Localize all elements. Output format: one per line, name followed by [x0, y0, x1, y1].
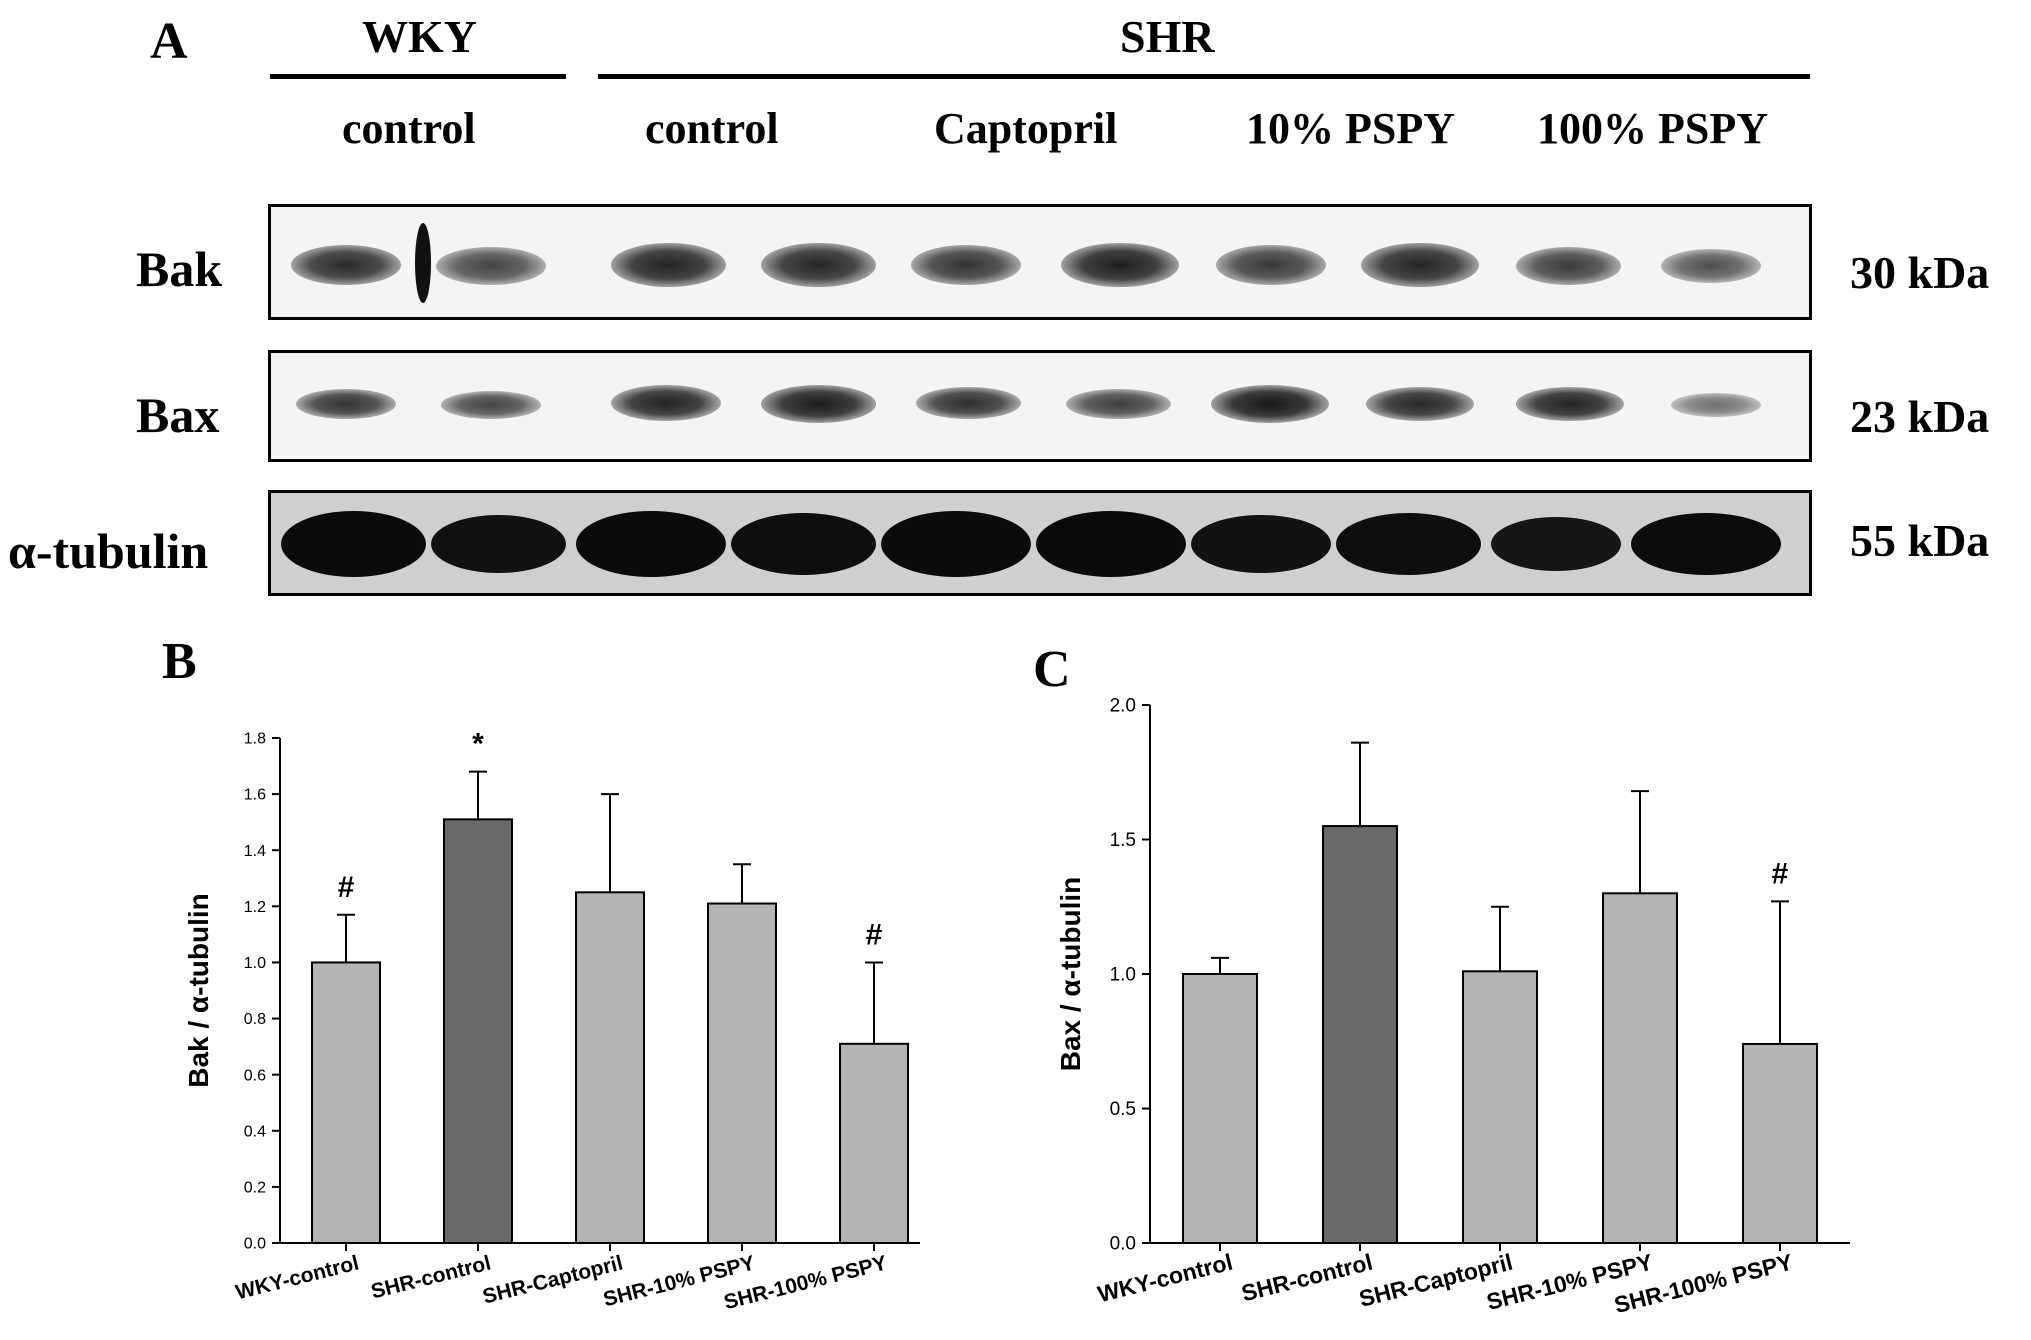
significance-marker: #: [338, 871, 355, 904]
condition-label-captopril: Captopril: [934, 104, 1118, 153]
blot-band: [436, 247, 546, 285]
blot-band: [1361, 243, 1479, 287]
blot-band: [1516, 387, 1624, 421]
y-tick-label: 0.2: [244, 1179, 266, 1196]
blot-band: [611, 385, 721, 421]
significance-marker: *: [472, 728, 484, 761]
blot-band: [916, 387, 1021, 419]
bar: [443, 818, 513, 1244]
blot-band: [911, 245, 1021, 285]
x-category-label: WKY-control: [233, 1252, 361, 1305]
blot-band: [281, 511, 426, 577]
y-tick-label: 2.0: [1110, 696, 1136, 717]
blot-size-bak: 30 kDa: [1850, 247, 1990, 298]
group-line-shr: [598, 74, 1810, 79]
bar: [1742, 1042, 1818, 1244]
y-tick-label: 0.4: [244, 1123, 266, 1140]
significance-marker: #: [1772, 857, 1789, 890]
blot-tubulin: [268, 490, 1812, 596]
blot-band: [1366, 387, 1474, 421]
y-tick-label: 0.6: [244, 1067, 266, 1084]
y-tick-label: 1.0: [244, 955, 266, 972]
blot-band: [1671, 393, 1761, 417]
blot-band: [1516, 247, 1621, 285]
panel-a-letter: A: [150, 13, 188, 70]
x-category-label: SHR-control: [1239, 1249, 1375, 1307]
panel-b-letter: B: [162, 633, 197, 690]
bar: [1602, 892, 1678, 1245]
y-tick-label: 1.5: [1110, 830, 1136, 851]
blot-bax: [268, 350, 1812, 462]
condition-label-shr-control: control: [645, 104, 779, 153]
blot-band: [296, 389, 396, 419]
bar: [1182, 973, 1258, 1244]
blot-band: [1661, 249, 1761, 283]
blot-band: [1211, 385, 1329, 423]
blot-band: [1036, 511, 1186, 577]
blot-band: [441, 391, 541, 419]
y-tick-label: 1.4: [244, 843, 266, 860]
bar: [311, 961, 381, 1244]
y-tick-label: 1.2: [244, 899, 266, 916]
blot-artifact: [415, 223, 431, 303]
group-label-shr: SHR: [1120, 11, 1215, 62]
y-tick-label: 0.5: [1110, 1099, 1136, 1120]
blot-band: [761, 243, 876, 287]
blot-size-bax: 23 kDa: [1850, 391, 1990, 442]
blot-band: [761, 385, 876, 423]
y-axis-label: Bak / α-tubulin: [183, 893, 214, 1088]
y-tick-label: 1.8: [244, 731, 266, 748]
y-tick-label: 1.0: [1110, 965, 1136, 986]
blot-size-tubulin: 55 kDa: [1850, 515, 1990, 566]
condition-label-10-pspy: 10% PSPY: [1246, 104, 1455, 153]
bar: [1462, 970, 1538, 1244]
blot-label-bax: Bax: [136, 387, 220, 443]
blot-band: [1491, 517, 1621, 571]
x-category-label: SHR-control: [369, 1252, 493, 1304]
y-axis-label: Bax / α-tubulin: [1055, 877, 1086, 1072]
blot-band: [576, 511, 726, 577]
blot-band: [291, 245, 401, 285]
blot-band: [431, 515, 566, 573]
blot-band: [1336, 513, 1481, 575]
x-category-label: WKY-control: [1095, 1249, 1235, 1308]
y-tick-label: 0.8: [244, 1011, 266, 1028]
panel-c-letter: C: [1033, 641, 1071, 698]
group-label-wky: WKY: [362, 11, 477, 62]
blot-band: [1061, 243, 1179, 287]
blot-band: [731, 513, 876, 575]
y-tick-label: 1.6: [244, 787, 266, 804]
bak-bar-chart: 0.0 0.2 0.4 0.6 0.8 1.0 1.2 1.4 1.6 1.8 Bak / α-tu…: [183, 728, 920, 1314]
blot-band: [881, 511, 1031, 577]
condition-label-100-pspy: 100% PSPY: [1537, 104, 1768, 153]
bar: [707, 902, 777, 1244]
significance-marker: #: [866, 918, 883, 951]
blot-band: [1191, 515, 1331, 573]
bax-bar-chart: 0.0 0.5 1.0 1.5 2.0 Bax / α-tubulin WKY-contro…: [1055, 696, 1850, 1318]
blot-band: [1631, 513, 1781, 575]
y-tick-label: 0.0: [1110, 1234, 1136, 1255]
blot-bak: [268, 204, 1812, 320]
blot-band: [1216, 245, 1326, 285]
y-tick-label: 0.0: [244, 1236, 266, 1253]
bar: [839, 1042, 909, 1244]
bar: [575, 891, 645, 1245]
blot-band: [611, 243, 726, 287]
blot-band: [1066, 389, 1171, 419]
blot-label-bak: Bak: [136, 241, 223, 297]
condition-label-wky-control: control: [342, 104, 476, 153]
group-line-wky: [270, 74, 566, 79]
bar: [1322, 825, 1398, 1245]
blot-label-tubulin: α-tubulin: [8, 523, 209, 579]
